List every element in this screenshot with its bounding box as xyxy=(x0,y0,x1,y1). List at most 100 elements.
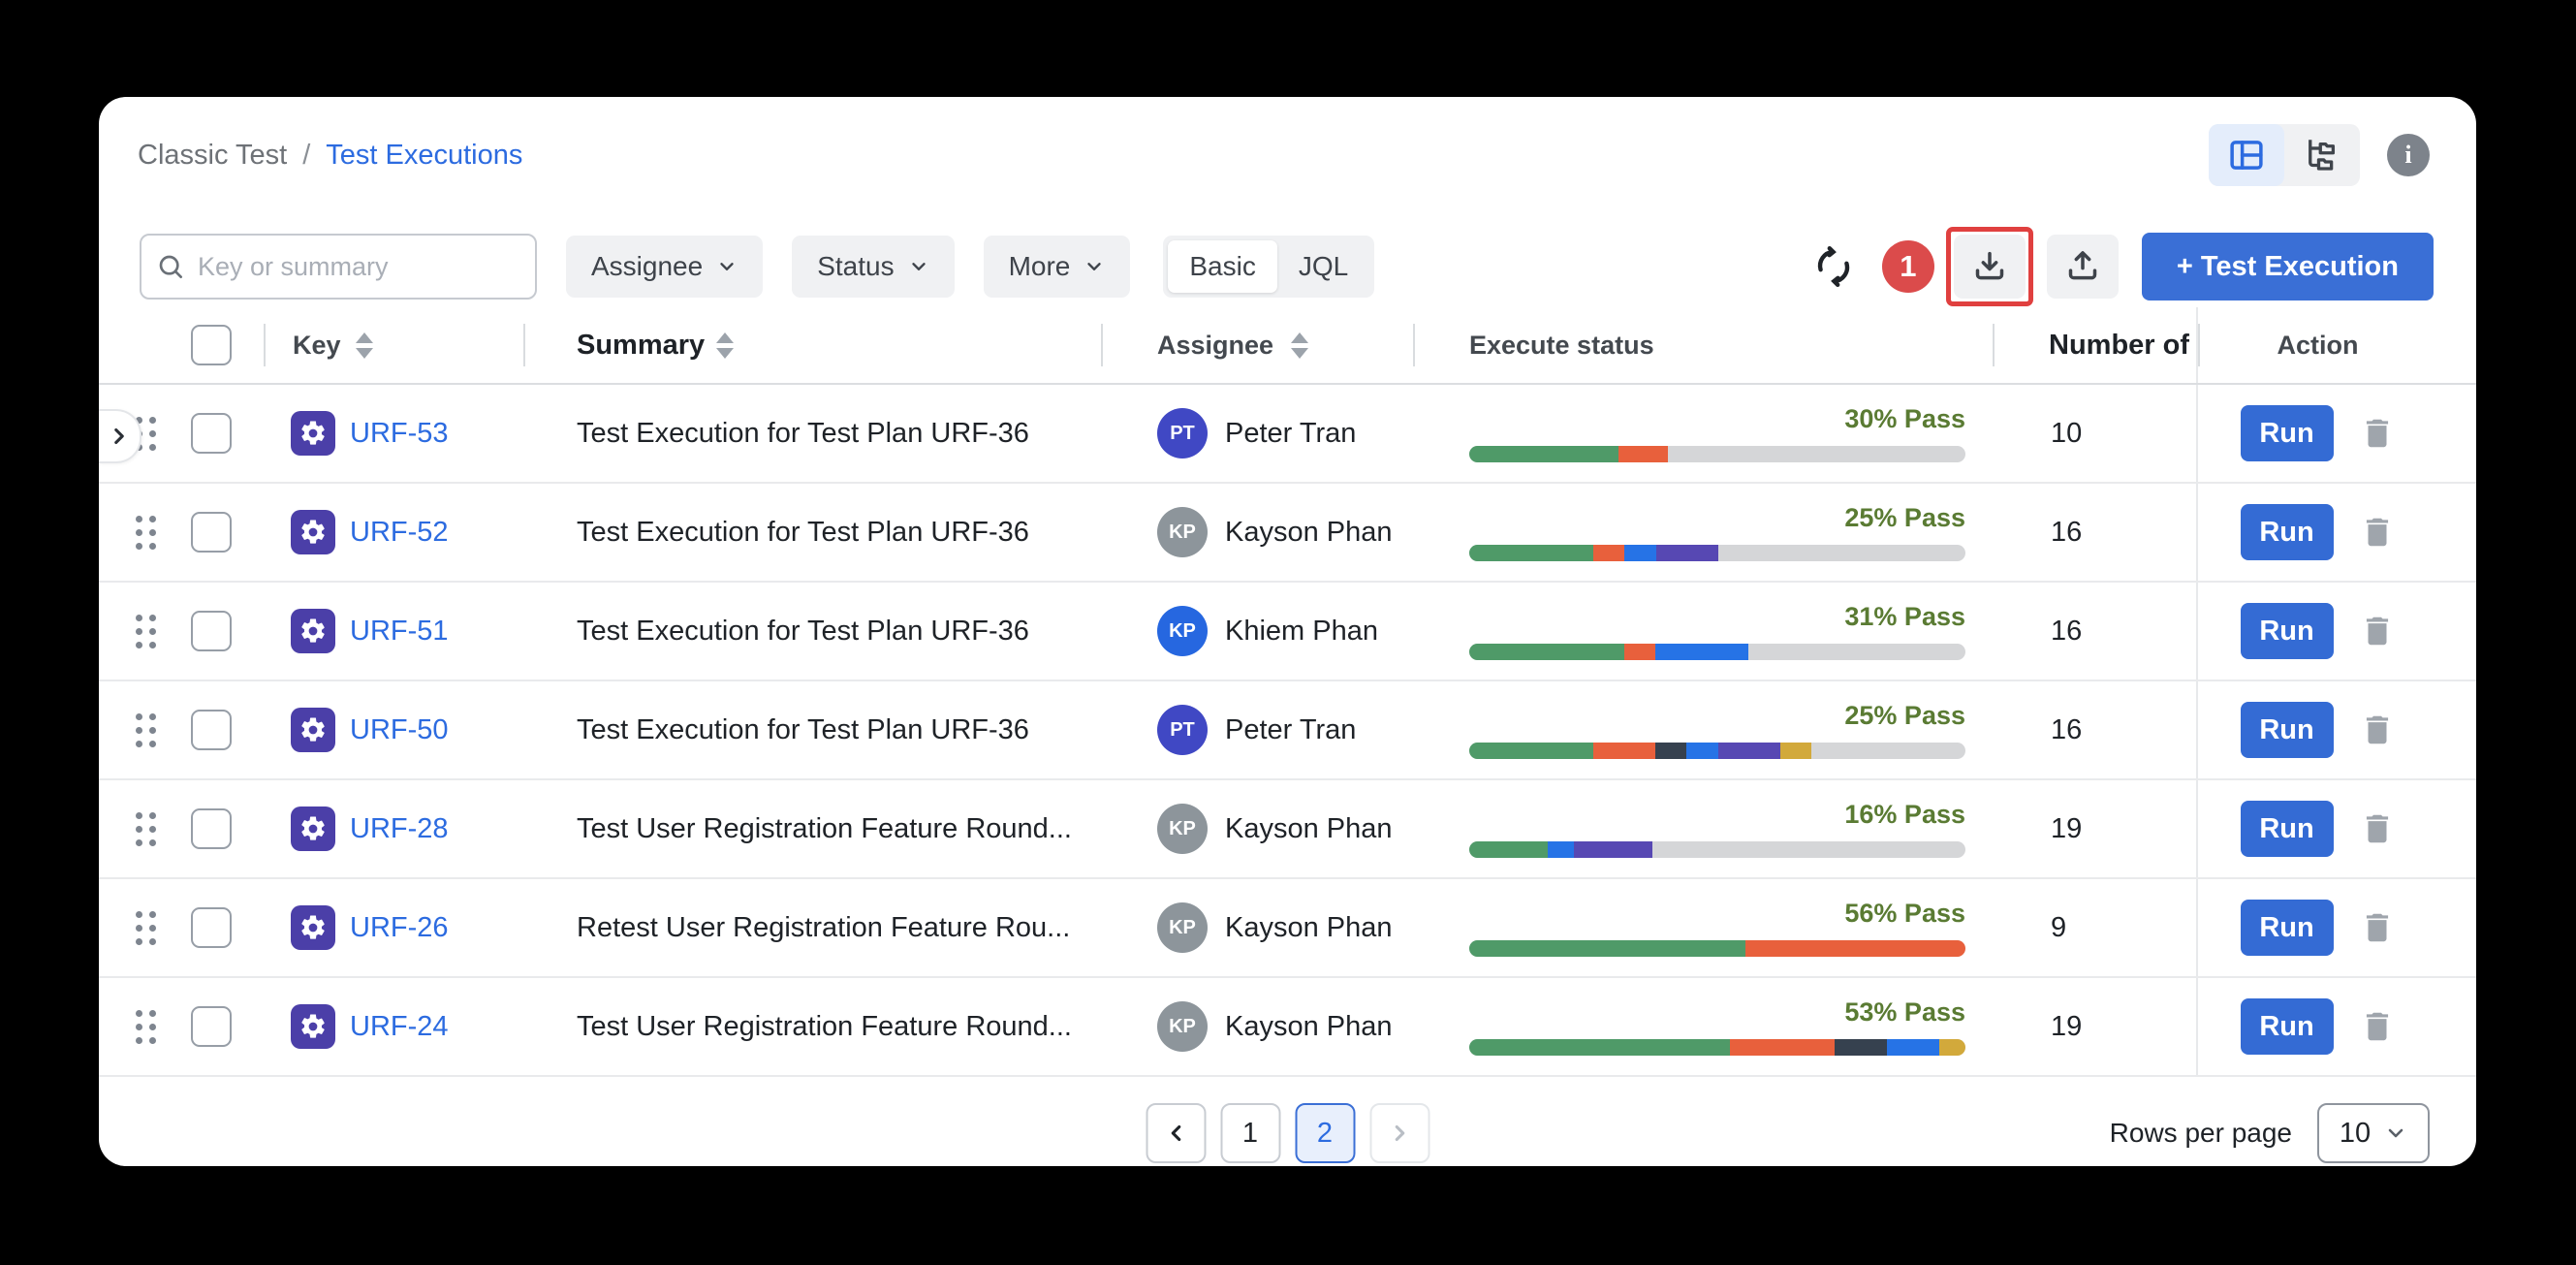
annotation-step-badge: 1 xyxy=(1881,240,1934,293)
assignee-name: Kayson Phan xyxy=(1225,911,1393,943)
run-button[interactable]: Run xyxy=(2240,801,2334,857)
more-filter-button[interactable]: More xyxy=(983,236,1131,298)
pass-percentage-label: 30% Pass xyxy=(1844,404,1965,433)
test-count: 19 xyxy=(2051,1010,2083,1042)
search-input[interactable] xyxy=(196,250,521,283)
assignee-name: Peter Tran xyxy=(1225,417,1357,449)
test-execution-icon xyxy=(291,905,335,950)
chevron-right-icon xyxy=(1395,1124,1404,1142)
test-execution-icon xyxy=(291,708,335,752)
panel-expander-button[interactable] xyxy=(99,409,141,463)
table-row: URF-50 Test Execution for Test Plan URF-… xyxy=(99,681,2476,780)
status-segment-failed xyxy=(1624,644,1655,660)
row-checkbox[interactable] xyxy=(191,413,232,454)
issue-key-link[interactable]: URF-28 xyxy=(350,812,449,844)
download-button[interactable] xyxy=(1953,235,2026,299)
drag-handle-icon[interactable] xyxy=(136,515,156,550)
status-segment-pending xyxy=(1779,743,1811,759)
summary-text: Test User Registration Feature Round... xyxy=(577,812,1072,844)
more-filter-label: More xyxy=(1008,251,1071,281)
column-header-assignee[interactable]: Assignee xyxy=(1101,307,1413,383)
next-page-button[interactable] xyxy=(1369,1103,1429,1163)
pass-percentage-label: 53% Pass xyxy=(1844,997,1965,1027)
status-segment-failed xyxy=(1730,1039,1836,1056)
issue-key-link[interactable]: URF-52 xyxy=(350,516,449,548)
trash-icon[interactable] xyxy=(2359,613,2396,649)
panel-view-button[interactable] xyxy=(2209,124,2284,186)
test-execution-icon xyxy=(291,510,335,554)
run-button[interactable]: Run xyxy=(2240,900,2334,956)
table-row: URF-51 Test Execution for Test Plan URF-… xyxy=(99,583,2476,681)
refresh-icon[interactable] xyxy=(1810,243,1857,290)
tree-view-button[interactable] xyxy=(2284,124,2360,186)
status-segment-executing xyxy=(1887,1039,1939,1056)
row-checkbox[interactable] xyxy=(191,710,232,750)
annotation-highlight-box xyxy=(1945,227,2033,306)
table-row: URF-26 Retest User Registration Feature … xyxy=(99,879,2476,978)
execute-status-bar xyxy=(1469,841,1965,858)
select-all-checkbox[interactable] xyxy=(191,325,232,365)
drag-handle-icon[interactable] xyxy=(136,811,156,846)
jql-mode-tab[interactable]: JQL xyxy=(1298,251,1349,281)
page-button-1[interactable]: 1 xyxy=(1220,1103,1280,1163)
column-header-execute-status: Execute status xyxy=(1413,307,1993,383)
issue-key-link[interactable]: URF-26 xyxy=(350,911,449,943)
trash-icon[interactable] xyxy=(2359,810,2396,847)
rows-per-page-label: Rows per page xyxy=(2109,1118,2292,1148)
page-button-2[interactable]: 2 xyxy=(1295,1103,1355,1163)
assignee-name: Peter Tran xyxy=(1225,713,1357,745)
pass-percentage-label: 31% Pass xyxy=(1844,602,1965,631)
trash-icon[interactable] xyxy=(2359,1008,2396,1045)
drag-handle-icon[interactable] xyxy=(136,910,156,945)
assignee-avatar: KP xyxy=(1157,606,1208,656)
test-count: 16 xyxy=(2051,516,2083,548)
column-header-summary[interactable]: Summary xyxy=(523,307,1101,383)
column-header-number: Number of xyxy=(1993,307,2196,383)
run-button[interactable]: Run xyxy=(2240,998,2334,1055)
rows-per-page-select[interactable]: 10 xyxy=(2317,1103,2430,1163)
table-header: Key Summary Assignee Execute status Numb… xyxy=(99,307,2476,385)
run-button[interactable]: Run xyxy=(2240,405,2334,461)
chevron-down-icon xyxy=(2388,1128,2403,1138)
run-button[interactable]: Run xyxy=(2240,603,2334,659)
prev-page-button[interactable] xyxy=(1146,1103,1206,1163)
issue-key-link[interactable]: URF-50 xyxy=(350,713,449,745)
trash-icon[interactable] xyxy=(2359,712,2396,748)
rows-per-page-value: 10 xyxy=(2339,1117,2372,1149)
trash-icon[interactable] xyxy=(2359,909,2396,946)
column-header-key[interactable]: Key xyxy=(264,307,523,383)
status-segment-executing xyxy=(1624,545,1656,561)
upload-button[interactable] xyxy=(2046,235,2119,299)
row-checkbox[interactable] xyxy=(191,808,232,849)
drag-handle-icon[interactable] xyxy=(136,712,156,747)
row-checkbox[interactable] xyxy=(191,907,232,948)
row-checkbox[interactable] xyxy=(191,1006,232,1047)
add-test-execution-button[interactable]: + Test Execution xyxy=(2141,233,2434,300)
drag-handle-icon[interactable] xyxy=(136,1009,156,1044)
pass-percentage-label: 25% Pass xyxy=(1844,701,1965,730)
chevron-down-icon xyxy=(720,263,734,270)
trash-icon[interactable] xyxy=(2359,514,2396,551)
row-checkbox[interactable] xyxy=(191,611,232,651)
status-segment-blocked xyxy=(1835,1039,1888,1056)
issue-key-link[interactable]: URF-51 xyxy=(350,615,449,647)
issue-key-link[interactable]: URF-24 xyxy=(350,1010,449,1042)
assignee-avatar: KP xyxy=(1157,1001,1208,1052)
page-header: Classic Test / Test Executions xyxy=(99,97,2476,204)
breadcrumb-current-link[interactable]: Test Executions xyxy=(326,139,523,171)
basic-mode-tab[interactable]: Basic xyxy=(1168,240,1277,293)
execute-status-bar xyxy=(1469,644,1965,660)
column-header-action: Action xyxy=(2196,307,2437,383)
row-checkbox[interactable] xyxy=(191,512,232,553)
run-button[interactable]: Run xyxy=(2240,702,2334,758)
assignee-filter-button[interactable]: Assignee xyxy=(566,236,764,298)
drag-handle-icon[interactable] xyxy=(136,614,156,648)
run-button[interactable]: Run xyxy=(2240,504,2334,560)
status-filter-label: Status xyxy=(817,251,895,281)
pass-percentage-label: 25% Pass xyxy=(1844,503,1965,532)
test-count: 16 xyxy=(2051,615,2083,647)
status-filter-button[interactable]: Status xyxy=(792,236,955,298)
info-icon[interactable]: i xyxy=(2387,134,2430,176)
trash-icon[interactable] xyxy=(2359,415,2396,452)
issue-key-link[interactable]: URF-53 xyxy=(350,417,449,449)
